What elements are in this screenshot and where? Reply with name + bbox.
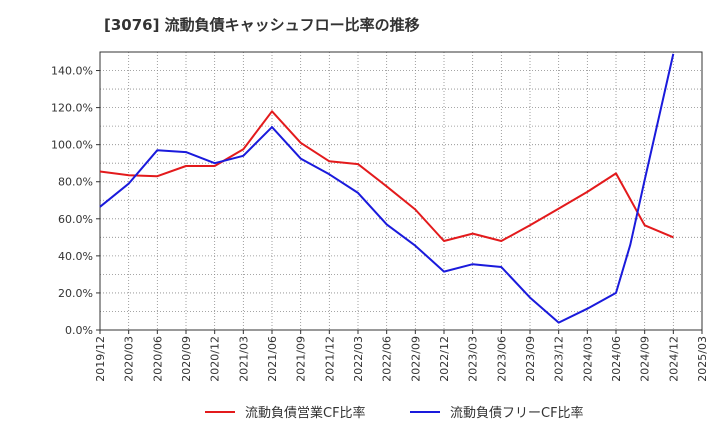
x-tick-label: 2023/09: [524, 336, 537, 382]
series-line-2: [99, 53, 675, 324]
y-tick-label: 40.0%: [58, 250, 93, 263]
x-tick-label: 2022/09: [409, 336, 422, 382]
chart-title: [3076] 流動負債キャッシュフロー比率の推移: [104, 16, 420, 34]
y-tick-label: 60.0%: [58, 213, 93, 226]
x-tick-label: 2024/12: [667, 336, 680, 382]
x-tick-label: 2021/06: [266, 336, 279, 382]
series-line-1: [99, 110, 674, 242]
x-tick-label: 2020/06: [151, 336, 164, 382]
x-tick-label: 2024/09: [639, 336, 652, 382]
x-tick-label: 2021/12: [323, 336, 336, 382]
x-tick-label: 2024/03: [581, 336, 594, 382]
y-tick-label: 100.0%: [51, 139, 93, 152]
x-tick-label: 2022/06: [381, 336, 394, 382]
x-tick-label: 2021/03: [237, 336, 250, 382]
x-tick-label: 2024/06: [610, 336, 623, 382]
x-tick-label: 2023/03: [467, 336, 480, 382]
legend-label-2: 流動負債フリーCF比率: [450, 405, 584, 421]
x-tick-label: 2022/12: [438, 336, 451, 382]
y-tick-label: 140.0%: [51, 65, 93, 78]
x-tick-label: 2020/12: [209, 336, 222, 382]
x-tick-label: 2023/12: [553, 336, 566, 382]
x-tick-label: 2019/12: [94, 336, 107, 382]
plot-frame: [99, 51, 703, 331]
x-tick-label: 2021/09: [295, 336, 308, 382]
x-tick-label: 2025/03: [696, 336, 709, 382]
y-tick-label: 20.0%: [58, 287, 93, 300]
y-tick-label: 0.0%: [65, 324, 93, 337]
x-tick-label: 2020/09: [180, 336, 193, 382]
plot-area: [100, 52, 702, 330]
x-tick-label: 2023/06: [495, 336, 508, 382]
y-tick-label: 80.0%: [58, 176, 93, 189]
legend-label-1: 流動負債営業CF比率: [245, 405, 366, 421]
y-tick-label: 120.0%: [51, 102, 93, 115]
x-tick-label: 2022/03: [352, 336, 365, 382]
x-tick-label: 2020/03: [123, 336, 136, 382]
